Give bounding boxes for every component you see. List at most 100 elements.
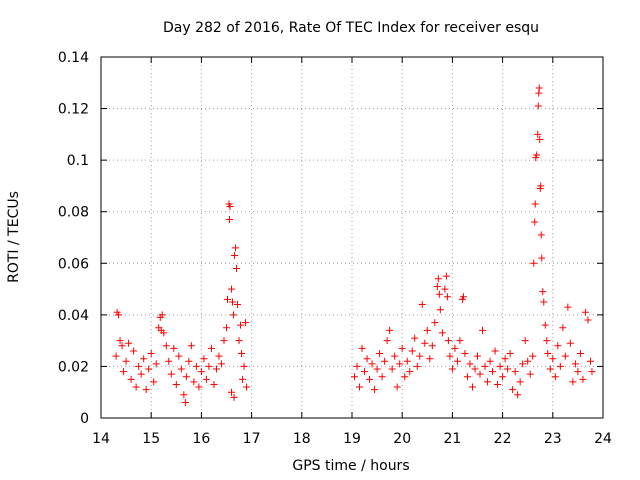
data-point [442, 272, 450, 280]
data-point [162, 342, 170, 350]
data-point [434, 275, 442, 283]
data-point [185, 357, 193, 365]
data-point [471, 365, 479, 373]
data-point [526, 370, 534, 378]
data-point [180, 391, 188, 399]
data-point [541, 321, 549, 329]
data-point [535, 84, 543, 92]
x-axis-label: GPS time / hours [292, 458, 409, 474]
y-tick-label: 0.02 [58, 359, 89, 375]
data-point [212, 365, 220, 373]
y-tick-label: 0.12 [58, 102, 89, 118]
x-tick-label: 24 [594, 431, 612, 447]
data-point [116, 337, 124, 345]
data-point [371, 386, 379, 394]
data-point [230, 393, 238, 401]
data-point [538, 254, 546, 262]
data-point [428, 342, 436, 350]
data-point [406, 368, 414, 376]
data-point [494, 380, 502, 388]
data-point [147, 350, 155, 358]
data-point [240, 362, 248, 370]
x-tick-label: 18 [293, 431, 311, 447]
data-point [459, 293, 467, 301]
data-point [543, 337, 551, 345]
data-point [481, 362, 489, 370]
data-point [220, 337, 228, 345]
chart-title: Day 282 of 2016, Rate Of TEC Index for r… [163, 20, 539, 36]
data-point [413, 362, 421, 370]
data-points [112, 84, 596, 407]
data-point [466, 360, 474, 368]
data-point [516, 378, 524, 386]
x-tick-label: 19 [343, 431, 361, 447]
data-point [137, 370, 145, 378]
data-point [468, 383, 476, 391]
data-point [446, 352, 454, 360]
data-point [491, 347, 499, 355]
data-point [433, 282, 441, 290]
x-tick-labels: 14 15 16 17 18 19 20 21 22 23 24 [92, 431, 612, 447]
data-point [190, 378, 198, 386]
data-point [533, 151, 541, 159]
data-point [226, 203, 234, 211]
data-point [127, 375, 135, 383]
data-point [388, 365, 396, 373]
data-point [130, 347, 138, 355]
data-point [423, 326, 431, 334]
data-point [205, 362, 213, 370]
data-point [530, 259, 538, 267]
data-point [588, 368, 596, 376]
data-point [231, 252, 239, 260]
y-tick-label: 0.04 [58, 308, 89, 324]
data-point [396, 360, 404, 368]
data-point [172, 380, 180, 388]
data-point [461, 350, 469, 358]
data-point [453, 357, 461, 365]
data-point [584, 316, 592, 324]
data-point [403, 357, 411, 365]
data-point [351, 373, 359, 381]
data-point [463, 373, 471, 381]
data-point [376, 350, 384, 358]
data-point [195, 383, 203, 391]
data-point [569, 378, 577, 386]
data-point [217, 360, 225, 368]
data-point [226, 215, 234, 223]
data-point [476, 370, 484, 378]
data-point [579, 375, 587, 383]
data-point [438, 329, 446, 337]
data-point [182, 373, 190, 381]
data-point [496, 362, 504, 370]
data-point [192, 362, 200, 370]
data-point [431, 319, 439, 327]
data-point [486, 357, 494, 365]
data-point [160, 329, 168, 337]
data-point [535, 89, 543, 97]
data-point [207, 344, 215, 352]
data-point [135, 362, 143, 370]
data-point [197, 368, 205, 376]
data-point [544, 350, 552, 358]
data-point [228, 285, 236, 293]
data-point [210, 380, 218, 388]
y-tick-labels: 0 0.02 0.04 0.06 0.08 0.1 0.12 0.14 [58, 50, 89, 427]
data-point [177, 365, 185, 373]
data-point [571, 360, 579, 368]
data-point [386, 326, 394, 334]
y-tick-label: 0.1 [67, 153, 89, 169]
data-point [441, 285, 449, 293]
y-tick-label: 0.06 [58, 256, 89, 272]
data-point [529, 352, 537, 360]
data-point [576, 350, 584, 358]
data-point [235, 337, 243, 345]
data-point [559, 324, 567, 332]
x-tick-label: 17 [243, 431, 261, 447]
data-point [421, 339, 429, 347]
data-point [489, 368, 497, 376]
data-point [456, 337, 464, 345]
data-point [554, 342, 562, 350]
data-point [170, 344, 178, 352]
data-point [506, 350, 514, 358]
